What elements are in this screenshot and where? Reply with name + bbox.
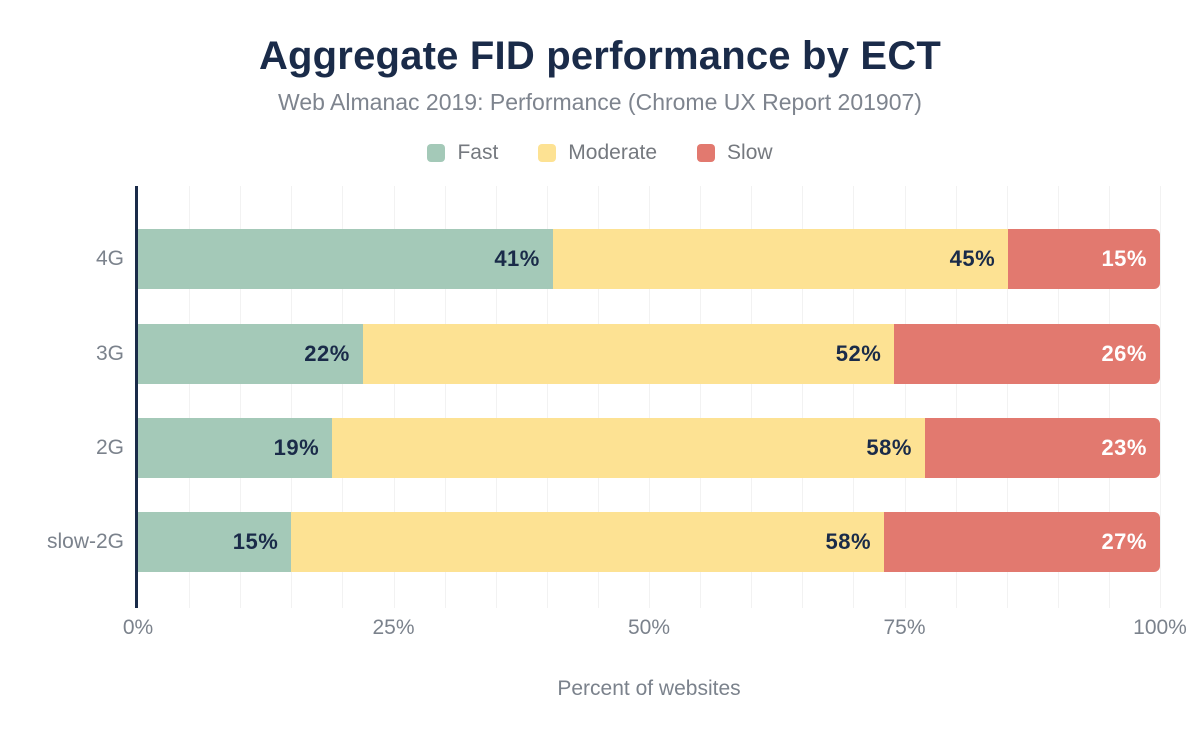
gridline [904,186,906,608]
bar-row-3g: 22% 52% 26% [138,324,1160,384]
bar-row-slow-2g: 15% 58% 27% [138,512,1160,572]
bar-segment-slow: 23% [924,418,1160,478]
gridline [1108,186,1110,608]
bar-segment-fast: 22% [138,324,363,384]
bar-segment-slow: 26% [894,324,1160,384]
legend-label: Moderate [568,141,658,164]
x-tick-label: 75% [883,616,926,639]
legend-item-fast: Fast [427,141,498,165]
gridline [802,186,804,608]
x-tick-label: 100% [1133,616,1187,639]
gridline [342,186,344,608]
y-tick-label: 3G [95,342,124,365]
gridline [546,186,548,608]
gridline [291,186,293,608]
bar-value-label: 41% [494,246,540,271]
bar-value-label: 19% [273,435,320,460]
bar-segment-moderate: 58% [291,512,885,572]
gridline [189,186,191,608]
bar-segment-moderate: 52% [362,324,895,384]
gridline [955,186,957,608]
gridline [240,186,242,608]
bar-segment-fast: 15% [138,512,292,572]
legend-swatch-icon [427,144,446,162]
y-axis-line [135,186,138,608]
bar-value-label: 15% [232,529,279,554]
bar-segment-slow: 15% [1008,229,1160,289]
legend-swatch-icon [538,144,557,162]
legend-item-moderate: Moderate [538,141,657,165]
bar-value-label: 58% [866,435,912,460]
x-tick-label: 25% [372,616,415,639]
bar-segment-moderate: 58% [332,418,925,478]
legend-swatch-icon [697,144,716,162]
chart-title: Aggregate FID performance by ECT [258,34,942,78]
gridline [700,186,702,608]
plot-area: 4G 41% 45% 15% 3G 22% 52% 26% 2G 19% 58% 23% slow-2G… [47,186,1161,608]
gridline [649,186,650,608]
bar-segment-fast: 19% [138,418,333,478]
x-tick-label: 50% [627,616,671,639]
chart-subtitle: Web Almanac 2019: Performance (Chrome UX… [278,89,922,115]
gridline [495,186,497,608]
x-axis-label: Percent of websites [557,677,741,700]
bar-row-4g: 41% 45% 15% [138,229,1160,289]
bar-value-label: 27% [1101,529,1147,554]
bar-segment-moderate: 45% [552,229,1009,289]
bar-segment-slow: 27% [884,512,1160,572]
legend: Fast Moderate Slow [0,141,1200,165]
legend-item-slow: Slow [697,141,773,165]
legend-label: Fast [457,141,499,164]
gridline [853,186,855,608]
bar-value-label: 26% [1101,341,1147,366]
legend-label: Slow [727,141,773,164]
bar-value-label: 58% [825,529,872,554]
bar-value-label: 22% [304,341,350,366]
bar-row-2g: 19% 58% 23% [138,418,1160,478]
bar-value-label: 52% [835,341,882,366]
bar-value-label: 45% [949,246,996,271]
x-tick-label: 0% [122,616,154,639]
y-tick-label: 2G [95,436,124,459]
gridline [597,186,599,608]
y-tick-label: slow-2G [46,530,124,553]
gridline [1006,186,1008,608]
gridline [1160,186,1161,608]
gridline [751,186,753,608]
bar-value-label: 15% [1101,246,1147,271]
gridline [1057,186,1059,608]
y-tick-label: 4G [95,247,124,270]
bar-segment-fast: 41% [138,229,553,289]
gridline [393,186,395,608]
bar-value-label: 23% [1101,435,1147,460]
gridline [444,186,446,608]
